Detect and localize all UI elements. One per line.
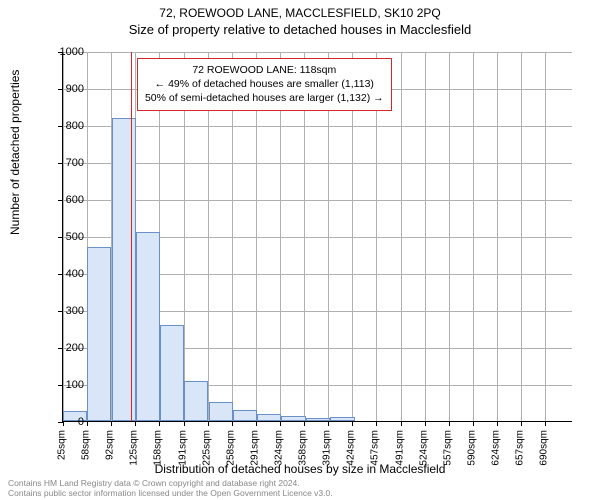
- histogram-bar: [87, 247, 111, 421]
- xtick-mark: [376, 421, 377, 426]
- gridline-h: [63, 126, 572, 127]
- xtick-label: 92sqm: [105, 430, 116, 460]
- page-address: 72, ROEWOOD LANE, MACCLESFIELD, SK10 2PQ: [0, 6, 600, 20]
- gridline-v: [545, 52, 546, 421]
- xtick-label: 125sqm: [129, 430, 140, 466]
- ytick-label: 500: [44, 231, 84, 243]
- histogram-bar: [112, 118, 136, 421]
- ytick-label: 0: [44, 416, 84, 428]
- histogram-bar: [184, 381, 208, 421]
- footer-line-1: Contains HM Land Registry data © Crown c…: [8, 478, 333, 488]
- xtick-label: 191sqm: [177, 430, 188, 466]
- histogram-bar: [209, 402, 233, 421]
- xtick-label: 524sqm: [418, 430, 429, 466]
- plot-area: 72 ROEWOOD LANE: 118sqm← 49% of detached…: [62, 52, 572, 422]
- xtick-label: 457sqm: [370, 430, 381, 466]
- xtick-label: 624sqm: [491, 430, 502, 466]
- gridline-h: [63, 163, 572, 164]
- histogram-bar: [306, 418, 330, 421]
- xtick-mark: [159, 421, 160, 426]
- xtick-mark: [256, 421, 257, 426]
- xtick-mark: [352, 421, 353, 426]
- xtick-mark: [304, 421, 305, 426]
- gridline-v: [401, 52, 402, 421]
- xtick-mark: [521, 421, 522, 426]
- xtick-label: 258sqm: [225, 430, 236, 466]
- xtick-label: 424sqm: [346, 430, 357, 466]
- xtick-mark: [184, 421, 185, 426]
- ytick-label: 100: [44, 379, 84, 391]
- histogram-bar: [330, 417, 354, 421]
- xtick-label: 557sqm: [442, 430, 453, 466]
- footer-attribution: Contains HM Land Registry data © Crown c…: [8, 478, 333, 498]
- xtick-mark: [473, 421, 474, 426]
- ytick-label: 700: [44, 157, 84, 169]
- gridline-v: [425, 52, 426, 421]
- xtick-mark: [135, 421, 136, 426]
- gridline-h: [63, 200, 572, 201]
- xtick-label: 324sqm: [274, 430, 285, 466]
- xtick-label: 690sqm: [539, 430, 550, 466]
- gridline-v: [497, 52, 498, 421]
- gridline-v: [449, 52, 450, 421]
- gridline-h: [63, 52, 572, 53]
- xtick-label: 491sqm: [394, 430, 405, 466]
- xtick-mark: [208, 421, 209, 426]
- histogram-bar: [257, 414, 281, 421]
- xtick-mark: [449, 421, 450, 426]
- xtick-mark: [87, 421, 88, 426]
- xtick-label: 657sqm: [515, 430, 526, 466]
- xtick-mark: [232, 421, 233, 426]
- xtick-mark: [280, 421, 281, 426]
- xtick-mark: [328, 421, 329, 426]
- info-box-line-3: 50% of semi-detached houses are larger (…: [145, 91, 384, 105]
- xtick-mark: [545, 421, 546, 426]
- info-box-line-2: ← 49% of detached houses are smaller (1,…: [145, 77, 384, 91]
- xtick-label: 225sqm: [201, 430, 212, 466]
- ytick-label: 200: [44, 342, 84, 354]
- gridline-v: [521, 52, 522, 421]
- ytick-label: 1000: [44, 46, 84, 58]
- ytick-label: 800: [44, 120, 84, 132]
- ytick-label: 600: [44, 194, 84, 206]
- page-subtitle: Size of property relative to detached ho…: [0, 22, 600, 37]
- info-box-line-1: 72 ROEWOOD LANE: 118sqm: [145, 63, 384, 77]
- xtick-label: 590sqm: [466, 430, 477, 466]
- xtick-label: 391sqm: [322, 430, 333, 466]
- xtick-mark: [497, 421, 498, 426]
- property-marker-line: [131, 52, 132, 421]
- histogram-bar: [233, 410, 257, 421]
- histogram-bar: [281, 416, 305, 421]
- xtick-label: 58sqm: [81, 430, 92, 460]
- y-axis-label: Number of detached properties: [8, 70, 22, 235]
- xtick-label: 158sqm: [153, 430, 164, 466]
- xtick-label: 25sqm: [57, 430, 68, 460]
- ytick-label: 300: [44, 305, 84, 317]
- footer-line-2: Contains public sector information licen…: [8, 488, 333, 498]
- chart-area: 72 ROEWOOD LANE: 118sqm← 49% of detached…: [62, 52, 572, 422]
- histogram-bar: [160, 325, 184, 421]
- xtick-label: 291sqm: [249, 430, 260, 466]
- xtick-label: 358sqm: [298, 430, 309, 466]
- ytick-label: 400: [44, 268, 84, 280]
- gridline-v: [473, 52, 474, 421]
- histogram-bar: [136, 232, 160, 421]
- xtick-mark: [401, 421, 402, 426]
- xtick-mark: [111, 421, 112, 426]
- ytick-label: 900: [44, 83, 84, 95]
- property-info-box: 72 ROEWOOD LANE: 118sqm← 49% of detached…: [137, 58, 392, 111]
- xtick-mark: [425, 421, 426, 426]
